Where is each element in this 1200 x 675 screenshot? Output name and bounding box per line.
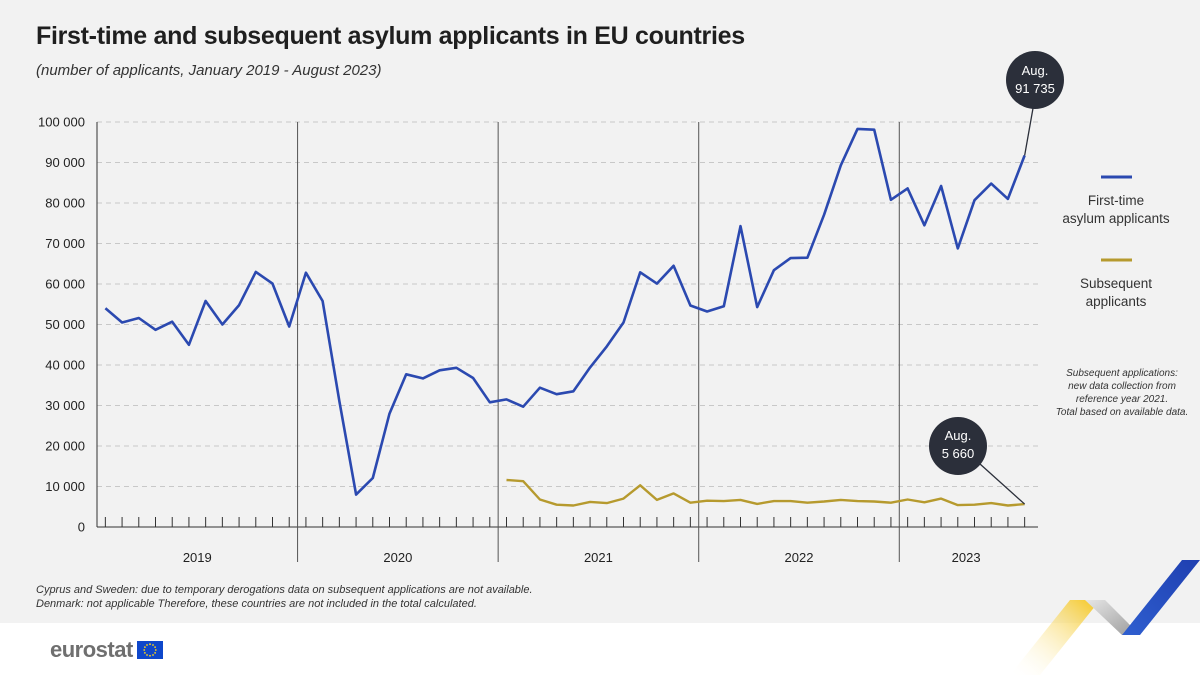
x-axis: 2019 2020 2021 2022 2023 [97, 122, 1038, 565]
callout-bubble-first-time [1006, 51, 1064, 109]
year-label: 2023 [952, 550, 981, 565]
year-label: 2022 [785, 550, 814, 565]
side-note-line-1: Subsequent applications: [1066, 368, 1178, 379]
legend-label-first-time-1: First-time [1088, 193, 1144, 208]
y-tick-label: 30 000 [45, 398, 85, 413]
year-label: 2019 [183, 550, 212, 565]
eu-flag-icon [136, 641, 163, 659]
footnote-line-2: Denmark: not applicable Therefore, these… [36, 598, 477, 610]
y-tick-label: 90 000 [45, 155, 85, 170]
y-tick-label: 50 000 [45, 317, 85, 332]
decorative-ribbon-icon [1010, 560, 1200, 675]
y-tick-label: 10 000 [45, 479, 85, 494]
legend-label-subsequent-1: Subsequent [1080, 276, 1152, 291]
chart-panel [0, 0, 1200, 623]
y-tick-label: 20 000 [45, 439, 85, 454]
line-chart: 0 10 000 20 000 30 000 40 000 50 000 60 000 70 … [38, 51, 1189, 565]
y-tick-label: 70 000 [45, 236, 85, 251]
series-lines [104, 127, 1026, 507]
series-line-first-time [104, 127, 1026, 496]
legend-label-subsequent-2: applicants [1086, 294, 1147, 309]
side-note-line-2: new data collection from [1068, 381, 1176, 392]
year-label: 2020 [383, 550, 412, 565]
y-tick-label: 80 000 [45, 196, 85, 211]
y-tick-label: 0 [78, 520, 85, 535]
side-note-line-4: Total based on available data. [1056, 407, 1189, 418]
callout-bubble-subsequent [929, 417, 987, 475]
side-note-line-3: reference year 2021. [1076, 394, 1168, 405]
year-label: 2021 [584, 550, 613, 565]
callout-first-time-value: 91 735 [1015, 81, 1055, 96]
callouts: Aug. 91 735 Aug. 5 660 [929, 51, 1064, 505]
series-line-subsequent [506, 478, 1025, 507]
legend: First-time asylum applicants Subsequent … [1062, 175, 1170, 309]
y-tick-label: 60 000 [45, 277, 85, 292]
eurostat-logo: eurostat [50, 637, 163, 663]
callout-subsequent-value: 5 660 [942, 446, 975, 461]
footnote-line-1: Cyprus and Sweden: due to temporary dero… [36, 584, 533, 596]
legend-label-first-time-2: asylum applicants [1062, 211, 1170, 226]
y-axis: 0 10 000 20 000 30 000 40 000 50 000 60 000 70 … [38, 115, 98, 535]
y-tick-label: 100 000 [38, 115, 85, 130]
chart-title: First-time and subsequent asylum applica… [36, 22, 745, 50]
footnotes: Cyprus and Sweden: due to temporary dero… [36, 583, 533, 611]
logo-text: eurostat [50, 637, 133, 662]
chart-subtitle: (number of applicants, January 2019 - Au… [36, 62, 382, 79]
callout-first-time-month: Aug. [1022, 63, 1049, 78]
side-note: Subsequent applications: new data collec… [1056, 368, 1189, 418]
y-tick-label: 40 000 [45, 358, 85, 373]
callout-subsequent-month: Aug. [945, 428, 972, 443]
